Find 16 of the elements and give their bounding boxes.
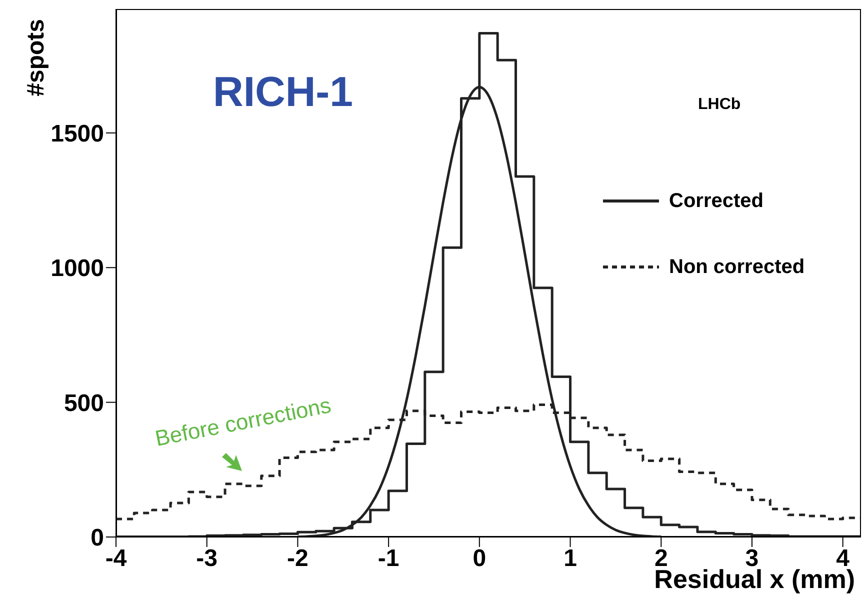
x-tick-label: -2	[287, 545, 308, 572]
x-tick-label: -1	[378, 545, 400, 572]
y-tick-label: 500	[64, 390, 104, 417]
x-tick-label: 1	[564, 545, 577, 572]
legend-label: Corrected	[669, 190, 764, 212]
y-tick-label: 1500	[50, 120, 104, 148]
x-tick-label: -4	[105, 545, 128, 572]
annotation: LHCb	[698, 96, 741, 114]
x-tick-label: 0	[472, 545, 486, 572]
annotation: Before corrections	[153, 392, 334, 452]
y-tick-label: 1000	[50, 255, 104, 282]
legend-label: Non corrected	[669, 256, 805, 278]
x-tick-label: -3	[196, 545, 218, 572]
text: RICH-1	[213, 68, 354, 116]
y-axis-title: #spots	[22, 19, 50, 96]
y-tick-label: 0	[90, 524, 104, 552]
